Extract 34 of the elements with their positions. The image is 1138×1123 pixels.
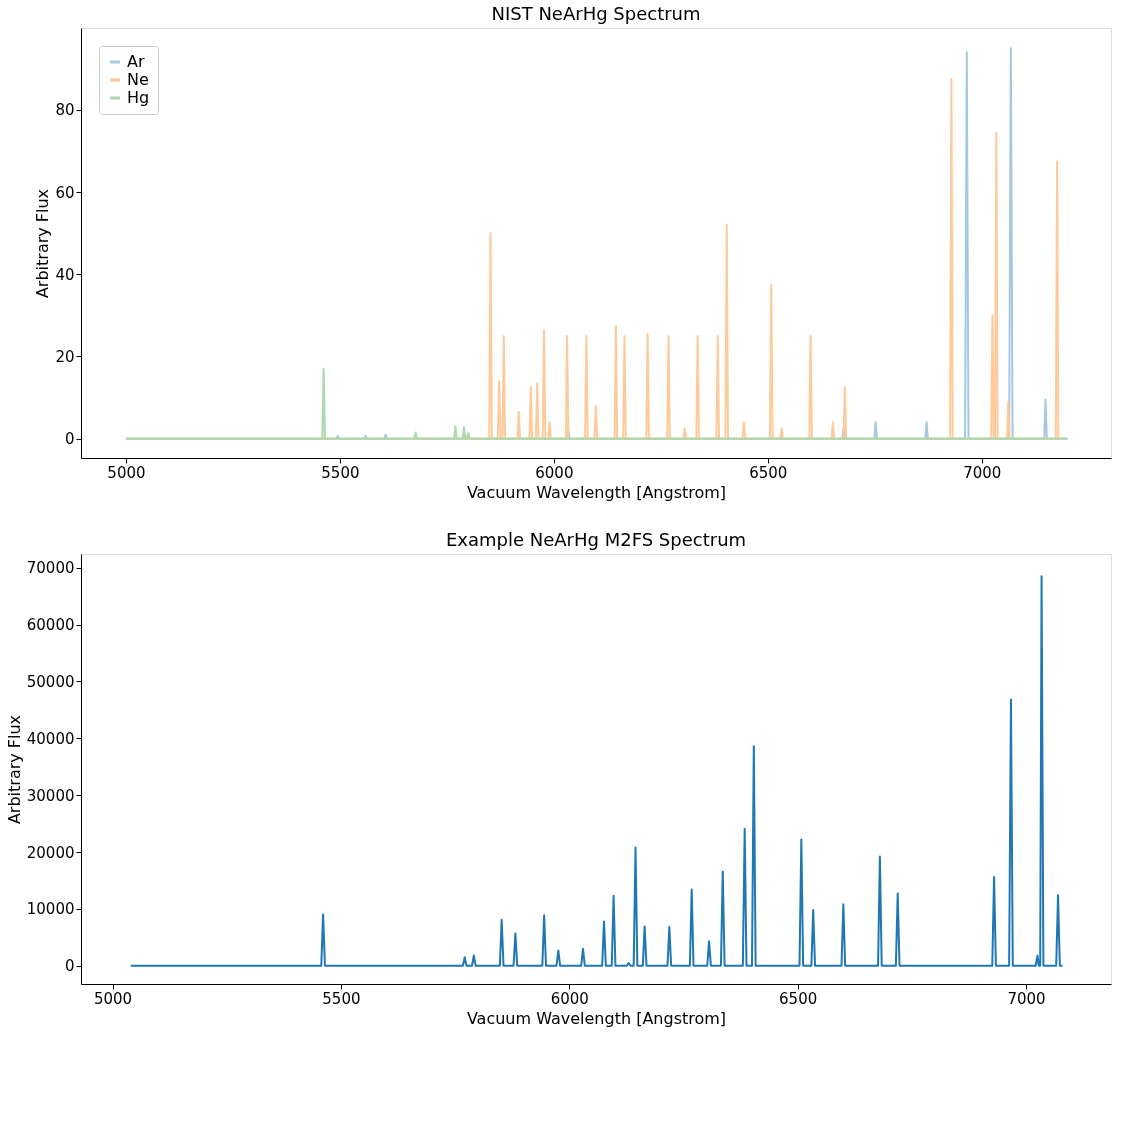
- legend-label: Ne: [127, 70, 149, 89]
- y-tick-label: 0: [64, 430, 75, 449]
- y-tick-label: 40000: [26, 729, 75, 748]
- y-tick-label: 60000: [26, 616, 75, 635]
- y-tick-label: 20: [55, 347, 75, 366]
- line-series: [129, 575, 1064, 967]
- legend-label: Hg: [127, 88, 150, 107]
- x-tick-label: 5500: [322, 989, 361, 1008]
- y-tick-label: 70000: [26, 559, 75, 578]
- y-tick-label: 80: [55, 101, 75, 120]
- y-tick-label: 30000: [26, 786, 75, 805]
- x-tick-label: 5000: [93, 989, 133, 1008]
- x-tick-label: 7000: [1007, 989, 1046, 1008]
- x-tick-label: 6000: [535, 463, 574, 482]
- y-tick-label: 50000: [26, 672, 75, 691]
- y-tick-label: 0: [64, 957, 75, 976]
- x-tick-label: 6500: [779, 989, 818, 1008]
- x-axis-title: Vacuum Wavelength [Angstrom]: [466, 482, 727, 502]
- x-axis-title: Vacuum Wavelength [Angstrom]: [466, 1008, 727, 1028]
- chart-title: Example NeArHg M2FS Spectrum: [445, 529, 747, 550]
- y-tick-label: 20000: [26, 843, 75, 862]
- x-tick-label: 7000: [963, 463, 1002, 482]
- x-tick-label: 6000: [550, 989, 589, 1008]
- x-tick-label: 5000: [107, 463, 146, 482]
- x-tick-label: 6500: [749, 463, 788, 482]
- y-tick-label: 60: [55, 183, 75, 202]
- x-tick-label: 5500: [321, 463, 360, 482]
- y-tick-label: 10000: [26, 900, 75, 919]
- y-axis-title: Arbitrary Flux: [33, 188, 53, 299]
- line-series: [124, 367, 1069, 440]
- y-tick-label: 40: [55, 265, 75, 284]
- chart-title: NIST NeArHg Spectrum: [491, 3, 701, 24]
- legend-label: Ar: [127, 52, 145, 71]
- y-axis-title: Arbitrary Flux: [4, 714, 24, 825]
